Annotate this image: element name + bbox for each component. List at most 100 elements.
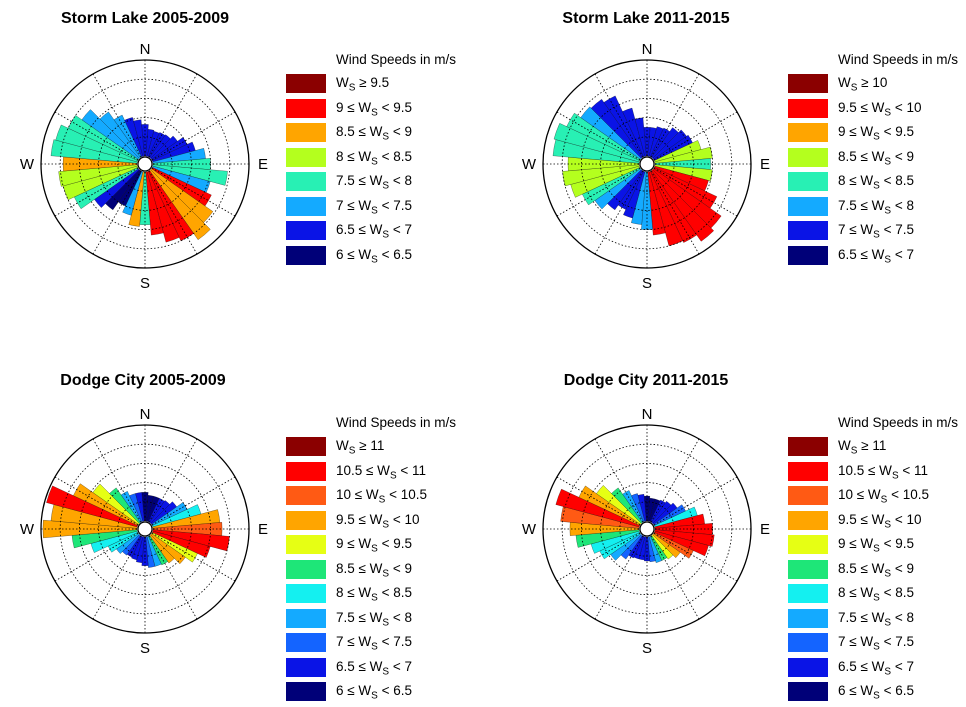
- legend-swatch: [788, 172, 828, 191]
- legend-title: Wind Speeds in m/s: [838, 415, 959, 430]
- legend-label: 10.5 ≤ WS < 11: [336, 462, 427, 482]
- sector-330: [120, 491, 142, 523]
- grid-ring: [581, 463, 713, 595]
- legend-swatch: [788, 633, 828, 652]
- legend-label: WS ≥ 10: [838, 75, 888, 94]
- legend-label: WS ≥ 11: [336, 438, 385, 457]
- legend-swatch: [286, 123, 326, 142]
- compass-north-label: N: [140, 41, 151, 58]
- grid-ring: [98, 482, 192, 576]
- sector-160: [648, 171, 684, 247]
- sector-140: [651, 169, 714, 242]
- legend-swatch: [788, 584, 828, 603]
- legend-title: Wind Speeds in m/s: [336, 52, 457, 67]
- legend-label: 7 ≤ WS < 7.5: [838, 222, 914, 241]
- legend-label: 7.5 ≤ WS < 8: [838, 609, 914, 629]
- sector-300: [578, 485, 641, 526]
- sector-300: [566, 112, 641, 161]
- sector-100: [654, 529, 715, 547]
- legend-swatch: [788, 559, 828, 579]
- legend-swatch: [286, 196, 326, 216]
- sector-340: [622, 107, 646, 157]
- legend-label: 8.5 ≤ WS < 9: [838, 148, 914, 168]
- sector-310: [596, 485, 642, 525]
- legend-label: 9.5 ≤ WS < 10: [838, 511, 922, 531]
- sector-330: [622, 490, 644, 523]
- legend-label: 6.5 ≤ WS < 7: [336, 222, 412, 241]
- sector-280: [50, 139, 138, 164]
- compass-south-label: S: [140, 275, 150, 292]
- grid-ring: [79, 98, 211, 230]
- grid-ring: [117, 501, 173, 557]
- legend-swatch: [286, 245, 326, 265]
- compass-west-label: W: [20, 156, 35, 173]
- wind-rose-plot: N E S W: [20, 41, 268, 292]
- legend-swatch: [286, 510, 326, 530]
- legend-label: 9 ≤ WS < 9.5: [838, 124, 914, 143]
- legend-label: 7 ≤ WS < 7.5: [336, 634, 412, 653]
- compass-west-label: W: [522, 156, 537, 173]
- legend-swatch: [788, 147, 828, 167]
- grid-ring: [619, 136, 675, 192]
- sector-290: [555, 488, 640, 528]
- legend-swatch: [286, 535, 326, 554]
- sector-170: [145, 536, 156, 568]
- legend-label: 6 ≤ WS < 6.5: [336, 246, 412, 266]
- legend-swatch: [286, 221, 326, 240]
- sector-320: [109, 487, 141, 524]
- legend-label: 7 ≤ WS < 7.5: [336, 197, 412, 217]
- legend-swatch: [788, 74, 828, 93]
- legend-label: 10 ≤ WS < 10.5: [838, 487, 930, 506]
- legend-swatch: [286, 584, 326, 603]
- sector-340: [124, 117, 144, 157]
- sector-0: [141, 124, 149, 157]
- legend-swatch: [788, 486, 828, 505]
- legend-label: 6.5 ≤ WS < 7: [336, 658, 412, 678]
- legend-label: 7.5 ≤ WS < 8: [838, 197, 914, 217]
- sector-310: [81, 109, 140, 160]
- legend-swatch: [286, 437, 326, 456]
- legend-swatch: [788, 461, 828, 481]
- outer-ring: [542, 424, 752, 634]
- grid-ring: [619, 501, 675, 557]
- legend-swatch: [788, 221, 828, 240]
- outer-ring: [40, 424, 250, 634]
- legend-swatch: [788, 535, 828, 554]
- chart-title: Storm Lake 2005-2009: [60, 10, 230, 27]
- sector-310: [580, 106, 642, 160]
- sector-260: [58, 164, 138, 187]
- compass-north-label: N: [642, 406, 653, 423]
- chart-title: Storm Lake 2011-2015: [562, 10, 730, 27]
- compass-west-label: W: [522, 521, 537, 538]
- grid-ring: [561, 443, 733, 615]
- legend-label: 8.5 ≤ WS < 9: [336, 124, 412, 143]
- center-hole: [639, 521, 655, 537]
- compass-south-label: S: [642, 275, 652, 292]
- legend-label: 9 ≤ WS < 9.5: [838, 536, 914, 555]
- legend-title: Wind Speeds in m/s: [838, 52, 959, 67]
- center-hole: [137, 521, 153, 537]
- legend-swatch: [788, 682, 828, 701]
- legend-title: Wind Speeds in m/s: [336, 415, 457, 430]
- chart-title: Dodge City 2011-2015: [563, 372, 729, 389]
- legend-swatch: [788, 98, 828, 118]
- sector-110: [654, 530, 709, 557]
- legend-swatch: [286, 657, 326, 677]
- compass-east-label: E: [258, 156, 268, 173]
- sector-150: [650, 170, 697, 243]
- sector-320: [99, 111, 141, 159]
- outer-ring: [40, 59, 250, 269]
- sector-350: [135, 492, 145, 522]
- legend-swatch: [286, 559, 326, 579]
- legend-swatch: [286, 608, 326, 628]
- chart-title: Dodge City 2005-2009: [60, 372, 226, 389]
- sector-80: [654, 146, 713, 164]
- grid-ring: [59, 443, 231, 615]
- legend-label: WS ≥ 9.5: [336, 75, 390, 94]
- grid-ring: [600, 117, 694, 211]
- legend-label: 8 ≤ WS < 8.5: [838, 173, 914, 192]
- sector-350: [637, 494, 647, 522]
- legend-swatch: [286, 172, 326, 191]
- sector-120: [151, 532, 198, 563]
- grid-ring: [581, 98, 713, 230]
